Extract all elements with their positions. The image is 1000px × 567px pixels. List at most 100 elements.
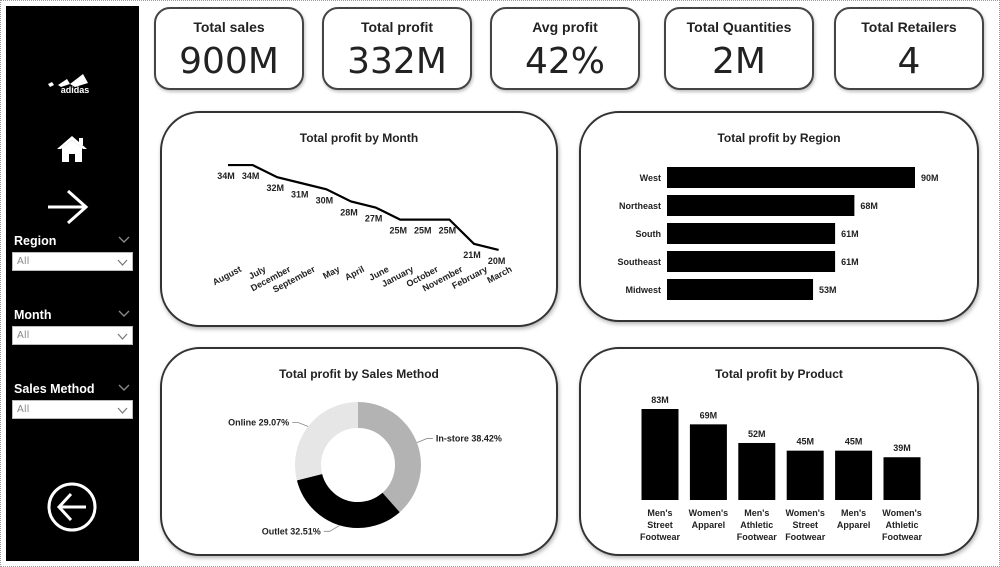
category-label: Women's [689,508,728,518]
product-bar [835,450,873,500]
chart-profit-by-product[interactable]: Total profit by Product 83M Men's Street Fo… [579,347,979,556]
chart-title: Total profit by Product [715,367,843,381]
sales-method-dropdown-value: All [17,404,30,415]
category-label: Men's [744,508,769,518]
data-label: 45M [796,437,814,447]
data-label: 30M [316,195,334,205]
data-label: 52M [748,429,766,439]
data-label: 25M [389,226,407,236]
chart-profit-by-region[interactable]: Total profit by Region West 90M Northeast 6… [579,111,979,322]
kpi-value: 2M [712,41,766,82]
x-tick-label: May [321,264,341,281]
leader-line [292,422,309,427]
category-label: Footwear [785,532,826,542]
chevron-down-icon [117,333,128,340]
data-label: 25M [414,226,432,236]
data-label: 34M [217,171,235,181]
category-label: West [640,173,661,183]
sidebar: adidas Region All Month All Sales Method… [6,6,139,561]
donut-slice [295,402,421,528]
product-bar [883,457,921,500]
x-tick-label: March [485,264,513,285]
region-bar [667,195,855,216]
chevron-down-icon[interactable] [118,236,130,244]
kpi-total-sales: Total sales 900M [154,7,304,90]
product-bar [641,409,679,500]
data-label: 31M [291,189,309,199]
x-tick-label: August [211,264,243,287]
back-arrow-icon[interactable] [46,481,98,533]
chevron-down-icon [117,407,128,414]
category-label: Footwear [737,532,778,542]
kpi-label: Total sales [193,19,265,35]
chart-profit-by-month[interactable]: Total profit by Month 34M August 34M July 32… [160,111,558,327]
month-dropdown-value: All [17,330,30,341]
data-label: 28M [340,207,358,217]
kpi-avg-profit: Avg profit 42% [490,7,640,90]
category-label: Men's [647,508,672,518]
slice-label: Outlet 32.51% [262,526,321,536]
leader-line [416,438,433,443]
data-label: 69M [700,410,718,420]
month-dropdown[interactable]: All [12,326,133,345]
category-label: Street [792,520,818,530]
x-tick-label: April [343,264,366,282]
kpi-label: Avg profit [532,19,598,35]
data-label: 21M [463,250,481,260]
category-label: Apparel [837,520,871,530]
arrow-right-icon[interactable] [46,189,90,225]
data-label: 61M [841,257,859,267]
chart-title: Total profit by Region [717,131,841,145]
category-label: Women's [882,508,921,518]
category-label: Athletic [740,520,773,530]
region-dropdown-value: All [17,256,30,267]
data-label: 68M [860,201,878,211]
kpi-value: 42% [524,41,605,82]
home-icon[interactable] [56,134,88,164]
region-bar [667,251,836,272]
chart-profit-by-sales-method[interactable]: Total profit by Sales Method In-store 38… [160,347,558,556]
data-label: 83M [651,395,669,405]
profit-line [228,163,499,252]
data-label: 20M [488,256,506,266]
region-bar [667,223,836,244]
filter-month-label: Month [14,308,52,322]
category-label: Footwear [640,532,681,542]
kpi-label: Total Quantities [686,19,792,35]
kpi-value: 332M [347,41,447,82]
bar-chart: West 90M Northeast 68M South 61M Southeast 61M M… [617,167,939,300]
data-label: 27M [365,214,383,224]
product-bar [786,450,824,500]
filter-sales-method-label: Sales Method [14,382,95,396]
data-label: 53M [819,285,837,295]
category-label: Southeast [617,257,661,267]
chart-title: Total profit by Month [299,131,419,145]
category-label: Footwear [882,532,923,542]
chevron-down-icon [117,259,128,266]
adidas-logo: adidas [48,74,89,94]
leader-line [323,524,340,532]
kpi-total-quantities: Total Quantities 2M [664,7,814,90]
donut-chart: In-store 38.42% Outlet 32.51% Online 29.07… [228,402,502,536]
category-label: Women's [785,508,824,518]
chevron-down-icon[interactable] [118,384,130,392]
data-label: 25M [439,226,457,236]
category-label: Apparel [692,520,726,530]
region-dropdown[interactable]: All [12,252,133,271]
slice-label: In-store 38.42% [436,434,502,444]
chevron-down-icon[interactable] [118,310,130,318]
data-label: 90M [921,173,939,183]
region-bar [667,279,814,300]
kpi-total-retailers: Total Retailers 4 [834,7,984,90]
data-label: 61M [841,229,859,239]
kpi-label: Total Retailers [861,19,957,35]
line-chart: 34MAugust34MJuly32MDecember31MSeptember3… [211,163,514,295]
chart-title: Total profit by Sales Method [279,367,439,381]
filter-region-label: Region [14,234,57,248]
category-label: Street [647,520,673,530]
sales-method-dropdown[interactable]: All [12,400,133,419]
donut-slice [295,402,421,528]
data-label: 34M [242,171,260,181]
category-label: Men's [841,508,866,518]
data-label: 32M [266,183,284,193]
